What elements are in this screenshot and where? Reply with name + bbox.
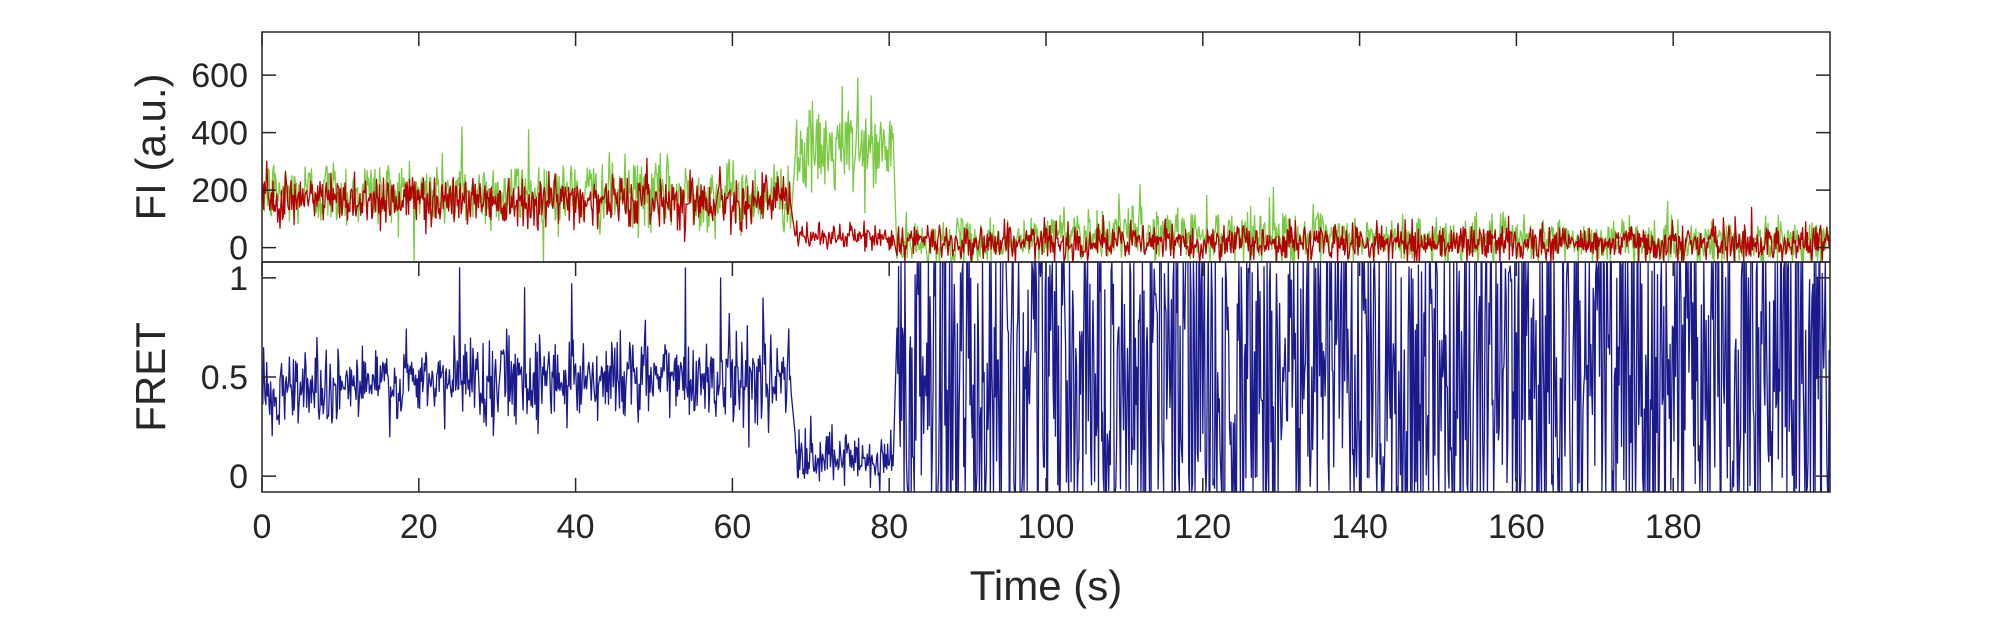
fluorescence-y-tick-label: 200	[191, 172, 248, 210]
fluorescence-y-axis-label: FI (a.u.)	[127, 73, 174, 220]
time-x-axis-label: Time (s)	[970, 562, 1122, 609]
fluorescence-series-group	[261, 77, 1831, 263]
fluorescence-y-ticks: 0 200 400 600	[191, 32, 1830, 268]
fret-series-0-line	[261, 261, 1831, 493]
fret-x-tick-label: 80	[870, 508, 908, 546]
fret-y-ticks: 00.51	[201, 260, 1830, 496]
fret-panel: 00.51 0 20 40 60 80 100 120 140 160 180 FRET Time…	[127, 260, 1831, 609]
fret-x-tick-label: 120	[1174, 508, 1231, 546]
fret-x-tick-label: 60	[713, 508, 751, 546]
fret-x-tick-label: 180	[1645, 508, 1702, 546]
fluorescence-y-tick-label: 400	[191, 115, 248, 153]
fret-series-group	[261, 261, 1831, 493]
fret-y-axis-label: FRET	[127, 322, 174, 432]
fluorescence-series-1-line	[261, 157, 1831, 263]
fret-x-tick-label: 160	[1488, 508, 1545, 546]
fret-x-tick-label: 140	[1331, 508, 1388, 546]
fret-y-tick-label: 1	[229, 260, 248, 298]
fret-x-tick-label: 100	[1018, 508, 1075, 546]
fret-x-tick-label: 0	[253, 508, 272, 546]
fret-x-tick-label: 40	[557, 508, 595, 546]
fret-y-tick-label: 0.5	[201, 359, 248, 397]
fluorescence-y-tick-label: 600	[191, 57, 248, 95]
fluorescence-panel: 0 200 400 600 FI (a.u.)	[127, 31, 1831, 268]
time-x-ticks: 0 20 40 60 80 100 120 140 160 180	[253, 262, 1702, 546]
fret-y-tick-label: 0	[229, 458, 248, 496]
fluorescence-y-tick-label: 0	[229, 230, 248, 268]
fret-x-tick-label: 20	[400, 508, 438, 546]
